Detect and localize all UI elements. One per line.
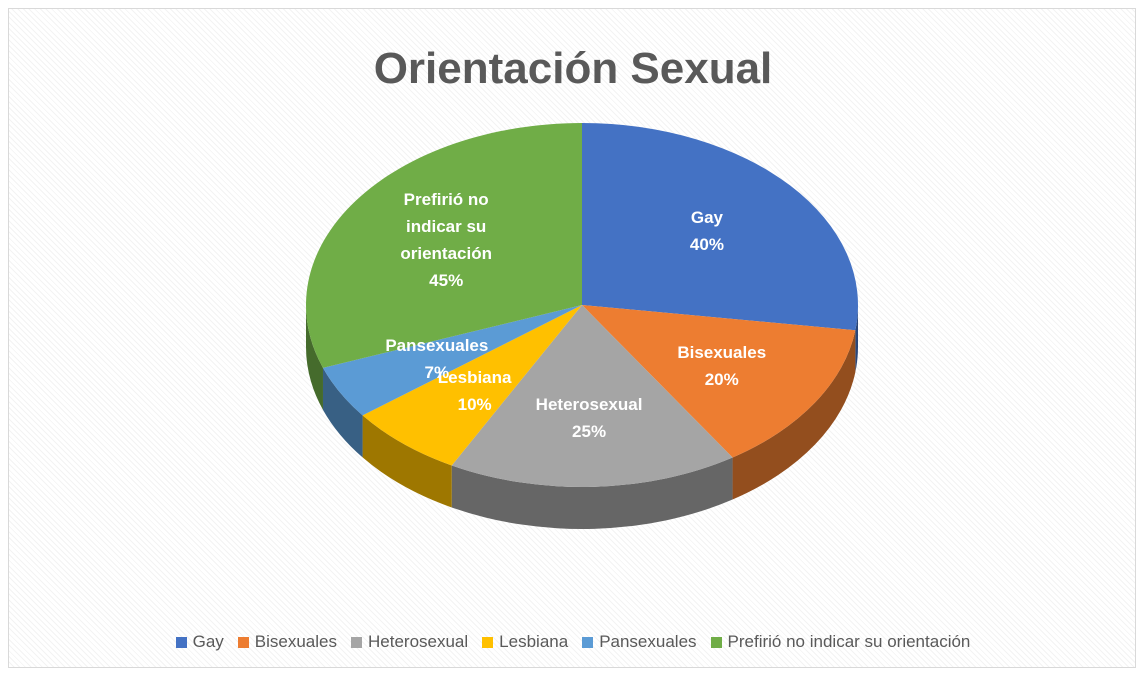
slice xyxy=(306,123,582,368)
data-label-value: 10% xyxy=(457,394,492,414)
legend-label: Pansexuales xyxy=(599,632,697,651)
legend-item: Gay xyxy=(175,632,224,652)
data-label: Lesbiana 10% xyxy=(410,364,540,418)
chart-title: Orientación Sexual xyxy=(373,44,773,93)
data-label-name: Lesbiana xyxy=(437,367,512,387)
legend-label: Gay xyxy=(192,632,224,651)
data-label-value: 7% xyxy=(424,363,450,383)
legend-label: Lesbiana xyxy=(499,632,569,651)
data-label-name: Heterosexual xyxy=(535,394,643,414)
data-label: Gay 40% xyxy=(642,204,772,258)
legend-label: Prefirió no indicar su orientación xyxy=(727,632,971,651)
legend-label: Heterosexual xyxy=(368,632,469,651)
data-label-name: Gay xyxy=(690,207,723,227)
legend-item: Bisexuales xyxy=(237,632,337,652)
legend-swatch xyxy=(710,636,722,648)
slice xyxy=(582,123,858,331)
legend-item: Lesbiana xyxy=(482,632,568,652)
data-label-value: 25% xyxy=(572,421,607,441)
legend: Gay Bisexuales Heterosexual Lesbiana Pansexu… xyxy=(0,632,1146,652)
data-label-value: 40% xyxy=(689,234,724,254)
legend-item: Heterosexual xyxy=(351,632,468,652)
slice-side xyxy=(306,305,323,410)
slice-side xyxy=(855,305,858,373)
legend-swatch xyxy=(482,636,494,648)
slice-side xyxy=(322,367,363,458)
data-label-name: Pansexuales xyxy=(385,336,489,356)
data-label-name: Bisexuales xyxy=(677,342,767,362)
data-label-value: 45% xyxy=(429,271,464,291)
slice-side xyxy=(451,457,733,529)
legend-item: Prefirió no indicar su orientación xyxy=(710,632,971,652)
slice-side xyxy=(732,330,856,500)
slice-side xyxy=(362,415,452,508)
data-label: Prefirió no indicar su orientación 45% xyxy=(381,186,511,294)
slice xyxy=(362,305,582,466)
slice xyxy=(451,305,733,488)
legend-swatch xyxy=(351,636,362,648)
legend-swatch xyxy=(237,636,249,648)
data-label-value: 20% xyxy=(704,369,739,389)
legend-item: Pansexuales xyxy=(582,632,697,652)
data-label: Bisexuales 20% xyxy=(657,339,787,393)
data-label-name: Prefirió no indicar su orientación xyxy=(400,190,492,264)
legend-swatch xyxy=(582,636,594,648)
data-label: Pansexuales 7% xyxy=(372,332,502,386)
legend-swatch xyxy=(175,636,187,648)
slice xyxy=(582,305,856,458)
data-label: Heterosexual 25% xyxy=(524,391,654,445)
slice xyxy=(322,305,582,416)
legend-label: Bisexuales xyxy=(254,632,337,651)
